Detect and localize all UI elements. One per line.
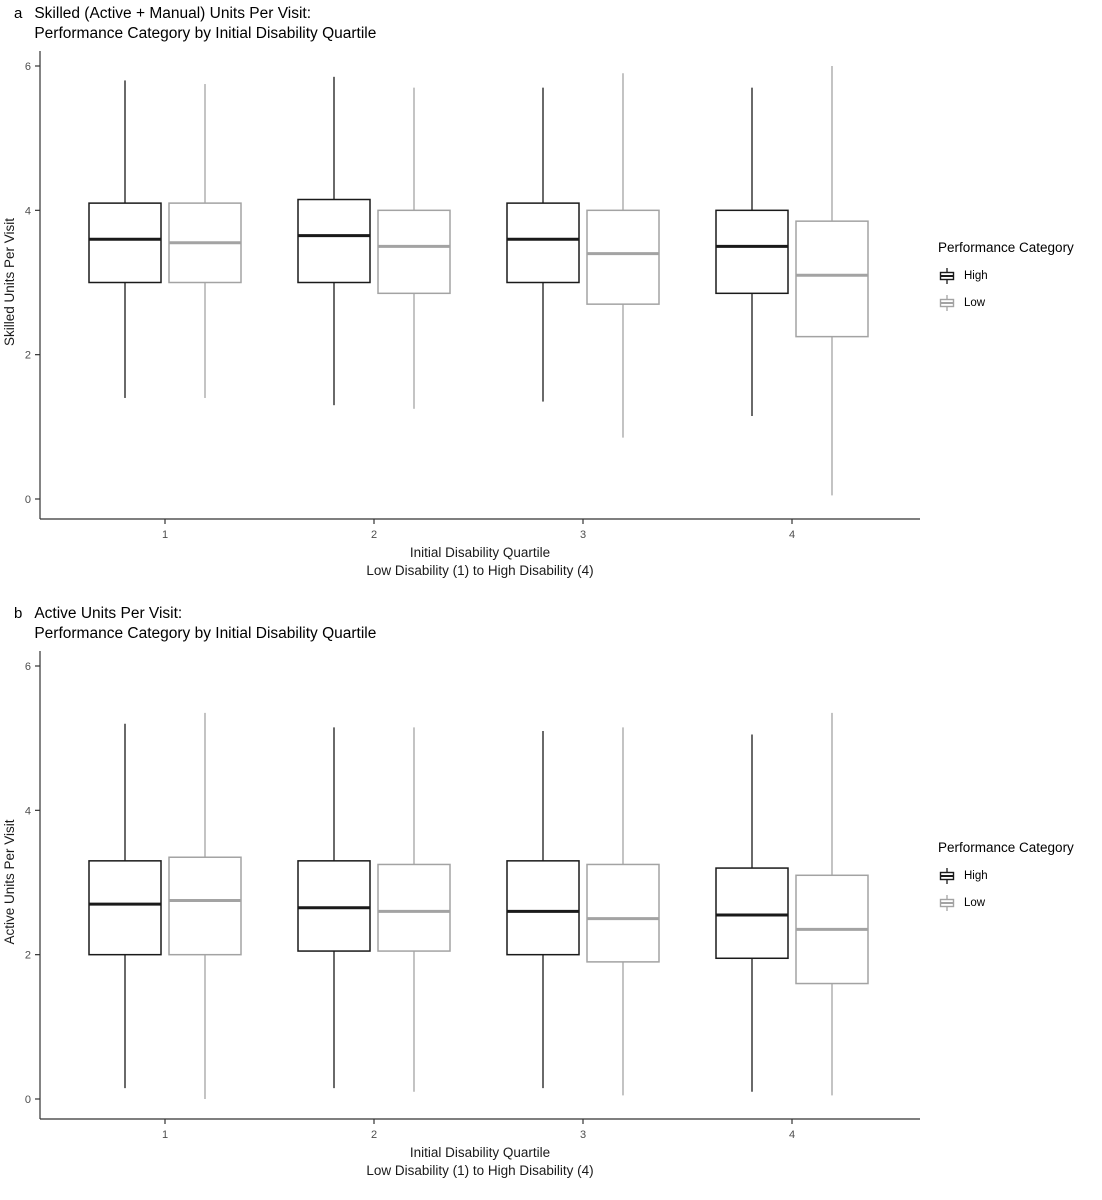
iqr-box xyxy=(88,202,162,284)
boxplot-high-quartile-1 xyxy=(88,80,162,398)
iqr-box xyxy=(715,209,789,295)
boxplot-low-glyph-icon xyxy=(938,894,956,912)
boxplot-high-quartile-3 xyxy=(506,87,580,402)
y-tick-label: 6 xyxy=(25,661,31,673)
boxplot-chart-a: 0 2 4 6 1 2 3 4 Initial Disability Quartile Low D… xyxy=(2,51,920,578)
y-tick-label: 4 xyxy=(25,805,31,817)
panel-a-title-line1: Skilled (Active + Manual) Units Per Visi… xyxy=(34,5,312,22)
legend-b-title: Performance Category xyxy=(938,840,1074,855)
panel-a-header: a Skilled (Active + Manual) Units Per Vi… xyxy=(14,4,376,45)
iqr-box xyxy=(715,867,789,960)
legend-b: Performance Category High Low xyxy=(938,840,1074,921)
boxplot-high-quartile-4 xyxy=(715,734,789,1092)
panel-a-title: Skilled (Active + Manual) Units Per Visi… xyxy=(34,4,376,45)
x-axis-subtitle: Low Disability (1) to High Disability (4… xyxy=(366,1163,593,1178)
x-axis-subtitle: Low Disability (1) to High Disability (4… xyxy=(366,563,593,578)
y-tick-label: 0 xyxy=(25,1094,31,1106)
iqr-box xyxy=(88,860,162,956)
iqr-box xyxy=(168,856,242,956)
boxplot-low-glyph-icon xyxy=(938,294,956,312)
y-tick-label: 6 xyxy=(25,61,31,73)
boxplot-high-quartile-2 xyxy=(297,76,371,406)
panel-b-title-line2: Performance Category by Initial Disabili… xyxy=(34,625,377,643)
iqr-box xyxy=(297,198,371,284)
x-tick-label: 1 xyxy=(162,529,168,541)
legend-a: Performance Category High Low xyxy=(938,240,1074,321)
boxplot-high-glyph-icon xyxy=(938,867,956,885)
x-tick-label: 2 xyxy=(371,1129,377,1141)
y-tick-label: 2 xyxy=(25,950,31,962)
boxplot-chart-b: 0 2 4 6 1 2 3 4 Initial Disability Quartile Low D… xyxy=(2,651,920,1178)
boxplot-low-quartile-2 xyxy=(377,727,451,1092)
iqr-box xyxy=(586,209,660,305)
y-tick-label: 0 xyxy=(25,494,31,506)
legend-high-label: High xyxy=(964,870,988,882)
y-tick-label: 4 xyxy=(25,205,31,217)
panel-a-title-line2: Performance Category by Initial Disabili… xyxy=(34,25,377,43)
panel-b: b Active Units Per Visit: Performance Ca… xyxy=(0,600,1102,1200)
legend-low-label: Low xyxy=(964,297,986,309)
legend-item-high: High xyxy=(938,867,1074,885)
iqr-box xyxy=(586,863,660,963)
boxplot-low-quartile-1 xyxy=(168,712,242,1099)
x-tick-label: 4 xyxy=(789,529,795,541)
y-axis-title: Active Units Per Visit xyxy=(2,819,17,944)
x-tick-label: 3 xyxy=(580,529,586,541)
y-tick-label: 2 xyxy=(25,350,31,362)
iqr-box xyxy=(377,209,451,295)
x-tick-label: 2 xyxy=(371,529,377,541)
iqr-box xyxy=(506,860,580,956)
boxplot-high-quartile-4 xyxy=(715,87,789,417)
boxplot-low-quartile-1 xyxy=(168,84,242,398)
x-axis-title: Initial Disability Quartile xyxy=(410,545,550,560)
legend-item-high: High xyxy=(938,267,1074,285)
iqr-box xyxy=(377,863,451,952)
boxplot-low-quartile-3 xyxy=(586,73,660,438)
legend-low-label: Low xyxy=(964,897,986,909)
iqr-box xyxy=(795,220,869,338)
boxplot-low-quartile-2 xyxy=(377,87,451,409)
legend-high-label: High xyxy=(964,270,988,282)
legend-a-title: Performance Category xyxy=(938,240,1074,255)
x-tick-label: 4 xyxy=(789,1129,795,1141)
iqr-box xyxy=(297,860,371,952)
y-axis-title: Skilled Units Per Visit xyxy=(2,218,17,346)
boxplot-low-quartile-3 xyxy=(586,727,660,1096)
boxplot-low-quartile-4 xyxy=(795,66,869,496)
boxplot-high-quartile-2 xyxy=(297,727,371,1089)
boxplot-low-quartile-4 xyxy=(795,712,869,1096)
x-axis-title: Initial Disability Quartile xyxy=(410,1145,550,1160)
panel-a-label: a xyxy=(14,5,23,22)
panel-b-title: Active Units Per Visit: Performance Cate… xyxy=(34,604,376,645)
panel-b-header: b Active Units Per Visit: Performance Ca… xyxy=(14,604,376,645)
iqr-box xyxy=(506,202,580,284)
boxplot-high-quartile-3 xyxy=(506,730,580,1089)
panel-b-label: b xyxy=(14,605,23,622)
boxplot-high-quartile-1 xyxy=(88,723,162,1089)
panel-a: a Skilled (Active + Manual) Units Per Vi… xyxy=(2,4,1074,578)
legend-item-low: Low xyxy=(938,894,1074,912)
x-tick-label: 1 xyxy=(162,1129,168,1141)
x-tick-label: 3 xyxy=(580,1129,586,1141)
legend-item-low: Low xyxy=(938,294,1074,312)
panel-b-title-line1: Active Units Per Visit: xyxy=(34,605,183,622)
boxplot-high-glyph-icon xyxy=(938,267,956,285)
